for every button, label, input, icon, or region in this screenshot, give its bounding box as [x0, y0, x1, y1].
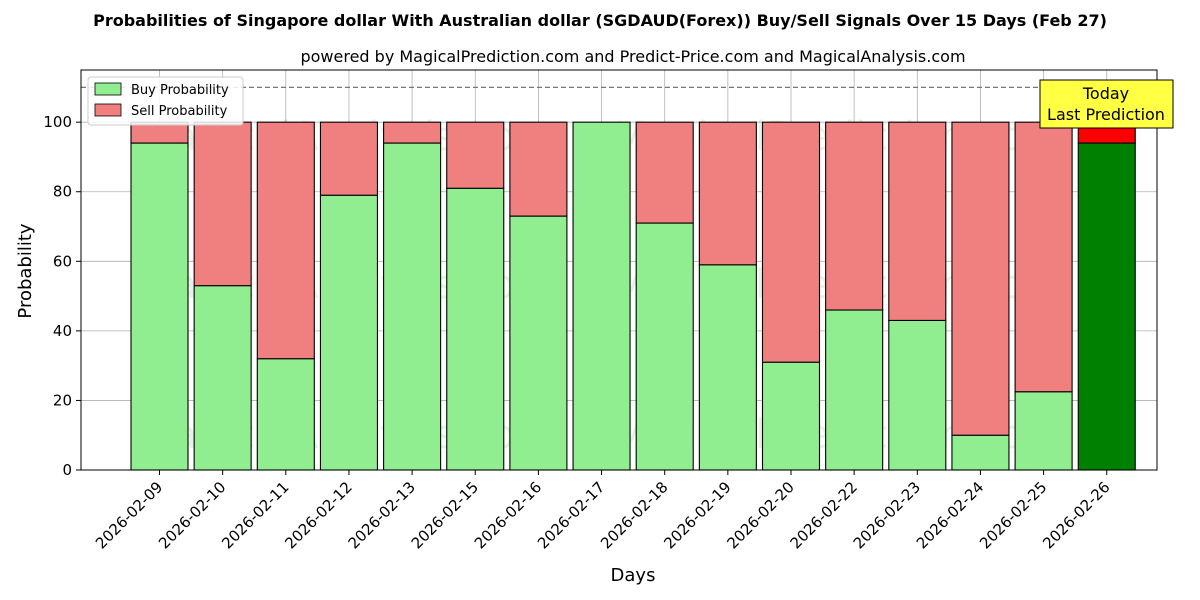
bar-buy — [256, 358, 315, 471]
bar-sell — [951, 121, 1010, 436]
bar-sell — [888, 121, 947, 321]
bar-buy — [698, 264, 757, 471]
x-tick-label: 2026-02-25 — [976, 478, 1050, 552]
y-tick-label: 80 — [53, 183, 72, 201]
x-ticks: 2026-02-092026-02-102026-02-112026-02-12… — [92, 470, 1114, 552]
bar-sell — [1014, 121, 1073, 393]
bar-sell — [635, 121, 694, 224]
x-tick-label: 2026-02-10 — [155, 478, 229, 552]
x-tick-label: 2026-02-18 — [597, 478, 671, 552]
y-ticks: 0 20 40 60 80 100 — [43, 113, 81, 479]
x-tick-label: 2026-02-19 — [660, 478, 734, 552]
annotation-line2: Last Prediction — [1047, 105, 1165, 124]
today-annotation: Today Last Prediction — [1039, 79, 1174, 129]
bar-sell — [698, 121, 757, 266]
bar-buy — [1014, 391, 1073, 471]
bar-sell — [446, 121, 505, 189]
bar-buy — [446, 187, 505, 471]
bar-sell — [509, 121, 568, 217]
y-axis-label: Probability — [15, 223, 36, 318]
x-tick-label: 2026-02-09 — [92, 478, 166, 552]
x-tick-label: 2026-02-12 — [281, 478, 355, 552]
bar-buy — [635, 222, 694, 471]
bar-buy — [319, 194, 379, 471]
y-tick-label: 0 — [62, 461, 72, 479]
bar-buy — [1077, 142, 1136, 471]
y-tick-label: 60 — [53, 252, 72, 270]
bar-buy — [383, 142, 442, 471]
bar-sell — [193, 121, 252, 287]
chart-title: Probabilities of Singapore dollar With A… — [93, 11, 1107, 30]
x-tick-label: 2026-02-16 — [471, 478, 545, 552]
annotation-line1: Today — [1082, 84, 1129, 103]
legend-swatch-buy — [94, 82, 122, 96]
bar-sell — [383, 121, 442, 144]
y-tick-label: 100 — [43, 113, 72, 131]
x-tick-label: 2026-02-22 — [787, 478, 861, 552]
bar-buy — [193, 285, 252, 471]
chart-subtitle: powered by MagicalPrediction.com and Pre… — [300, 47, 965, 66]
x-axis-label: Days — [611, 565, 656, 586]
x-tick-label: 2026-02-20 — [723, 478, 797, 552]
bar-sell — [761, 121, 821, 363]
plot-frame — [80, 69, 1158, 471]
bar-buy — [825, 309, 884, 471]
x-tick-label: 2026-02-24 — [913, 478, 987, 552]
bar-buy — [761, 361, 821, 471]
bar-sell — [319, 121, 379, 196]
y-tick-label: 20 — [53, 391, 72, 409]
bar-buy — [130, 142, 189, 471]
bars — [130, 121, 1136, 471]
x-tick-label: 2026-02-13 — [345, 478, 419, 552]
bar-sell — [825, 121, 884, 311]
legend-label-sell: Sell Probability — [131, 104, 228, 119]
bar-buy — [888, 319, 947, 471]
legend-box — [87, 76, 244, 126]
x-tick-label: 2026-02-23 — [850, 478, 924, 552]
bar-buy — [572, 121, 631, 471]
x-tick-label: 2026-02-15 — [408, 478, 482, 552]
legend-label-buy: Buy Probability — [131, 83, 229, 98]
bar-sell — [256, 121, 315, 360]
legend: Buy Probability Sell Probability — [87, 76, 244, 126]
legend-swatch-sell — [94, 103, 122, 117]
bar-buy — [951, 434, 1010, 471]
x-tick-label: 2026-02-17 — [534, 478, 608, 552]
bar-buy — [509, 215, 568, 471]
x-tick-label: 2026-02-26 — [1039, 478, 1113, 552]
y-tick-label: 40 — [53, 322, 72, 340]
x-tick-label: 2026-02-11 — [218, 478, 292, 552]
annotation-box — [1039, 79, 1174, 129]
